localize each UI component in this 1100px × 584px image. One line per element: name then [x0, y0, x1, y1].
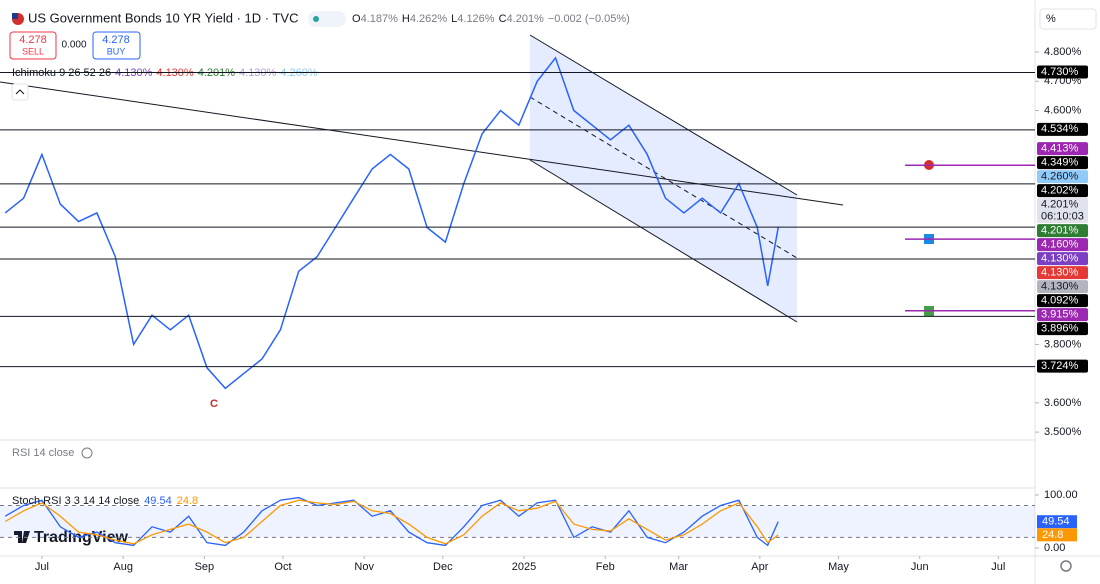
price-label-box [1037, 280, 1088, 294]
stoch-value: 49.54 [144, 495, 172, 507]
y-tick-label: 3.800% [1044, 338, 1082, 350]
price-label-box [1037, 122, 1088, 136]
spread: 0.000 [61, 40, 86, 51]
price-label: 3.896% [1041, 323, 1079, 335]
eye-icon[interactable] [81, 447, 93, 459]
buy-price: 4.278 [102, 34, 130, 46]
y-tick-label: 0.00 [1044, 542, 1065, 554]
x-tick-label: Oct [274, 561, 291, 573]
ohlc-key: L [451, 13, 457, 25]
price-label: 4.349% [1041, 157, 1079, 169]
price-label: 4.202% [1041, 185, 1079, 197]
collapse-button[interactable] [11, 83, 29, 101]
price-label-box [1037, 65, 1088, 79]
collapse-icon [15, 89, 25, 95]
ohlc-key: H [402, 13, 410, 25]
last-value-label: 24.8 [1042, 529, 1063, 541]
price-line [4, 56, 779, 390]
price-label: 4.160% [1041, 239, 1079, 251]
price-label: 4.092% [1041, 295, 1079, 307]
price-label-box [1037, 238, 1088, 252]
y-tick-label: 3.500% [1044, 426, 1082, 438]
x-tick-label: Mar [669, 561, 688, 573]
unit-box[interactable] [1039, 8, 1097, 30]
ohlc: O4.187% H4.262% L4.126% C4.201% −0.002 (−0.0… [352, 13, 630, 25]
price-label: 4.730% [1041, 66, 1079, 78]
x-tick-label: Jul [991, 561, 1005, 573]
price-label-box [1037, 184, 1088, 198]
price-label: 4.534% [1041, 123, 1079, 135]
countdown: 06:10:03 [1041, 211, 1084, 223]
chart-title: US Government Bonds 10 YR Yield · 1D · T… [28, 10, 298, 25]
stoch-title: Stoch RSI 3 3 14 14 close 49.54 24.8 [12, 495, 198, 507]
sell-label: SELL [22, 46, 44, 56]
x-tick-label: Jul [35, 561, 49, 573]
price-label-box [1037, 198, 1088, 224]
stoch-name: Stoch RSI 3 3 14 14 close [12, 495, 139, 507]
price-label: 4.201% [1041, 225, 1079, 237]
price-label: 4.201% [1041, 199, 1079, 211]
sell-button[interactable] [9, 31, 57, 60]
x-tick-label: Dec [433, 561, 453, 573]
last-value-box [1037, 528, 1077, 542]
trendline [0, 81, 844, 206]
toggle[interactable] [308, 11, 346, 27]
ohlc-value: 4.201% [507, 13, 545, 25]
price-label-box [1037, 359, 1088, 373]
status-dot [313, 16, 319, 22]
y-tick-label: 100.00 [1044, 489, 1078, 501]
ohlc-value: 4.187% [361, 13, 399, 25]
price-label-box [1037, 224, 1088, 238]
price-label: 4.130% [1041, 267, 1079, 279]
y-tick-label: 3.600% [1044, 397, 1082, 409]
annotation: C [210, 398, 218, 410]
logo-icon [14, 531, 30, 543]
ohlc-value: 4.262% [410, 13, 448, 25]
price-label-box [1037, 142, 1088, 156]
last-value-box [1037, 515, 1077, 529]
rsi-title: RSI 14 close [12, 447, 74, 459]
sell-price: 4.278 [19, 34, 47, 46]
x-tick-label: 2025 [512, 561, 536, 573]
ohlc-change: −0.002 (−0.05%) [548, 13, 630, 25]
y-tick-label: 4.800% [1044, 46, 1082, 58]
price-label-box [1037, 308, 1088, 322]
stoch-line [4, 499, 779, 545]
x-tick-label: Apr [751, 561, 768, 573]
axis-unit: % [1046, 13, 1056, 25]
price-label: 3.724% [1041, 360, 1079, 372]
x-tick-label: Sep [195, 561, 215, 573]
price-label-box [1037, 322, 1088, 336]
price-label: 4.130% [1041, 281, 1079, 293]
price-label-box [1037, 266, 1088, 280]
x-tick-label: Feb [596, 561, 615, 573]
price-label-box [1037, 170, 1088, 184]
buy-label: BUY [107, 46, 126, 56]
trendline-mid [529, 96, 798, 259]
stoch-value: 24.8 [177, 495, 198, 507]
price-label: 4.413% [1041, 143, 1079, 155]
price-label: 4.260% [1041, 171, 1079, 183]
settings-icon[interactable] [1060, 560, 1072, 572]
ohlc-key: C [499, 13, 507, 25]
trendline [529, 34, 798, 196]
y-tick-label: 4.600% [1044, 104, 1082, 116]
ohlc-value: 4.126% [457, 13, 495, 25]
last-value-label: 49.54 [1042, 516, 1070, 528]
price-label-box [1037, 294, 1088, 308]
x-tick-label: Aug [113, 561, 133, 573]
flag-icon [12, 13, 18, 19]
price-label-box [1037, 156, 1088, 170]
x-tick-label: May [828, 561, 849, 573]
price-label-box [1037, 252, 1088, 266]
buy-button[interactable] [92, 31, 141, 60]
trendline [529, 159, 798, 323]
price-label: 3.915% [1041, 309, 1079, 321]
ohlc-key: O [352, 13, 361, 25]
price-label: 4.130% [1041, 253, 1079, 265]
x-tick-label: Nov [354, 561, 374, 573]
x-tick-label: Jun [911, 561, 929, 573]
